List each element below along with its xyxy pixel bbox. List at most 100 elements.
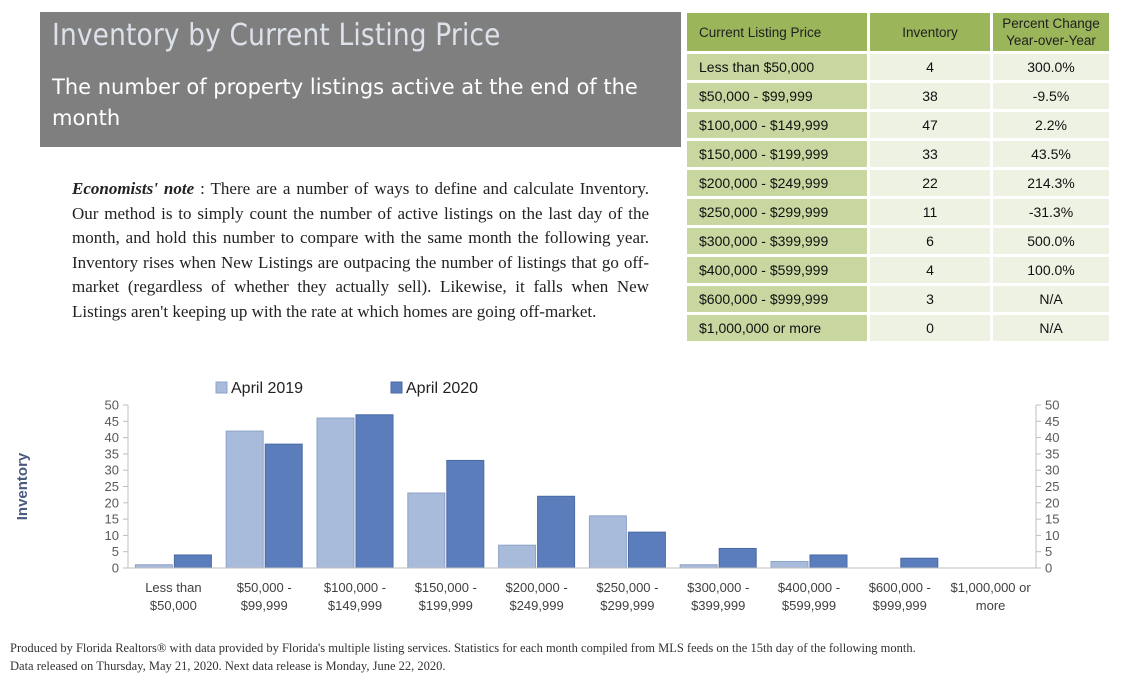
table-row: $600,000 - $999,999 3 N/A	[687, 286, 1109, 312]
price-cell: $400,000 - $599,999	[687, 257, 867, 283]
legend-swatch-april-2019	[215, 381, 228, 394]
table-row: Less than $50,000 4 300.0%	[687, 54, 1109, 80]
x-category-label: $399,999	[691, 598, 745, 613]
y-tick-label-right: 5	[1045, 544, 1052, 559]
bar-april-2019	[498, 544, 537, 569]
y-tick-label-left: 35	[105, 446, 119, 461]
inventory-cell: 33	[870, 141, 990, 167]
x-category-label: $300,000 -	[687, 580, 749, 595]
y-tick-label-left: 25	[105, 479, 119, 494]
bar-april-2019	[770, 560, 809, 569]
percent-change-cell: 43.5%	[993, 141, 1109, 167]
bar-april-2020	[900, 557, 939, 569]
y-tick-label-right: 35	[1045, 446, 1059, 461]
y-tick-label-right: 20	[1045, 495, 1059, 510]
bar-april-2020	[264, 443, 303, 569]
x-category-label: $600,000 -	[869, 580, 931, 595]
column-header-price: Current Listing Price	[687, 13, 867, 51]
price-cell: $100,000 - $149,999	[687, 112, 867, 138]
bar-april-2020	[173, 554, 212, 569]
page-subtitle: The number of property listings active a…	[52, 75, 638, 130]
bar-april-2019	[407, 492, 446, 569]
x-category-label: $50,000 -	[237, 580, 292, 595]
inventory-cell: 0	[870, 315, 990, 341]
economists-note: Economists' note : There are a number of…	[72, 177, 649, 324]
column-header-percent-change: Percent Change Year-over-Year	[993, 13, 1109, 51]
table-row: $150,000 - $199,999 33 43.5%	[687, 141, 1109, 167]
x-category-label: $249,999	[509, 598, 563, 613]
note-text: There are a number of ways to define and…	[72, 179, 650, 321]
inventory-cell: 3	[870, 286, 990, 312]
footer-line-1: Produced by Florida Realtors® with data …	[10, 641, 916, 655]
percent-change-cell: 100.0%	[993, 257, 1109, 283]
percent-change-cell: N/A	[993, 315, 1109, 341]
percent-change-cell: 214.3%	[993, 170, 1109, 196]
y-tick-label-right: 0	[1045, 561, 1052, 576]
table-row: $400,000 - $599,999 4 100.0%	[687, 257, 1109, 283]
legend-swatch-april-2020	[390, 381, 403, 394]
x-category-label: $200,000 -	[506, 580, 568, 595]
y-tick-label-left: 20	[105, 495, 119, 510]
x-category-label: $599,999	[782, 598, 836, 613]
inventory-table: Current Listing Price Inventory Percent …	[684, 10, 1112, 344]
inventory-cell: 4	[870, 257, 990, 283]
bar-april-2020	[718, 547, 757, 569]
x-category-label: more	[976, 598, 1006, 613]
x-category-label: $149,999	[328, 598, 382, 613]
y-axis-title: Inventory	[14, 452, 31, 520]
page-title: Inventory by Current Listing Price	[52, 18, 501, 53]
table-row: $300,000 - $399,999 6 500.0%	[687, 228, 1109, 254]
inventory-cell: 22	[870, 170, 990, 196]
percent-change-cell: -31.3%	[993, 199, 1109, 225]
x-category-label: $999,999	[873, 598, 927, 613]
bar-april-2020	[537, 495, 576, 569]
percent-change-cell: N/A	[993, 286, 1109, 312]
bar-april-2020	[446, 459, 485, 569]
x-category-label: $50,000	[150, 598, 197, 613]
x-category-label: $99,999	[241, 598, 288, 613]
x-category-label: $199,999	[419, 598, 473, 613]
price-cell: $1,000,000 or more	[687, 315, 867, 341]
bar-april-2020	[627, 531, 666, 569]
bar-april-2019	[316, 417, 355, 569]
y-tick-label-right: 25	[1045, 479, 1059, 494]
table-header-row: Current Listing Price Inventory Percent …	[687, 13, 1109, 51]
price-cell: $300,000 - $399,999	[687, 228, 867, 254]
y-tick-label-right: 45	[1045, 414, 1059, 429]
y-tick-label-right: 50	[1045, 398, 1059, 413]
note-label: Economists' note	[72, 179, 195, 198]
inventory-cell: 38	[870, 83, 990, 109]
x-category-label: $299,999	[600, 598, 654, 613]
table-row: $250,000 - $299,999 11 -31.3%	[687, 199, 1109, 225]
bar-april-2019	[588, 515, 627, 569]
inventory-cell: 6	[870, 228, 990, 254]
y-tick-label-right: 30	[1045, 463, 1059, 478]
note-separator: :	[194, 179, 211, 198]
table-row: $200,000 - $249,999 22 214.3%	[687, 170, 1109, 196]
percent-change-cell: 300.0%	[993, 54, 1109, 80]
table-row: $1,000,000 or more 0 N/A	[687, 315, 1109, 341]
percent-change-cell: 500.0%	[993, 228, 1109, 254]
price-cell: $150,000 - $199,999	[687, 141, 867, 167]
bar-april-2019	[225, 430, 264, 569]
percent-change-cell: -9.5%	[993, 83, 1109, 109]
y-tick-label-left: 0	[112, 561, 119, 576]
table-row: $50,000 - $99,999 38 -9.5%	[687, 83, 1109, 109]
x-category-label: $150,000 -	[415, 580, 477, 595]
footer: Produced by Florida Realtors® with data …	[10, 639, 1110, 675]
price-cell: $600,000 - $999,999	[687, 286, 867, 312]
price-cell: Less than $50,000	[687, 54, 867, 80]
title-banner: Inventory by Current Listing Price The n…	[40, 12, 681, 147]
x-category-label: $250,000 -	[596, 580, 658, 595]
x-category-label: $400,000 -	[778, 580, 840, 595]
bar-april-2020	[355, 414, 394, 569]
percent-change-cell: 2.2%	[993, 112, 1109, 138]
inventory-cell: 11	[870, 199, 990, 225]
y-tick-label-right: 40	[1045, 430, 1059, 445]
y-tick-label-left: 15	[105, 512, 119, 527]
bar-april-2020	[809, 554, 848, 569]
y-tick-label-left: 45	[105, 414, 119, 429]
y-tick-label-left: 10	[105, 528, 119, 543]
inventory-cell: 4	[870, 54, 990, 80]
